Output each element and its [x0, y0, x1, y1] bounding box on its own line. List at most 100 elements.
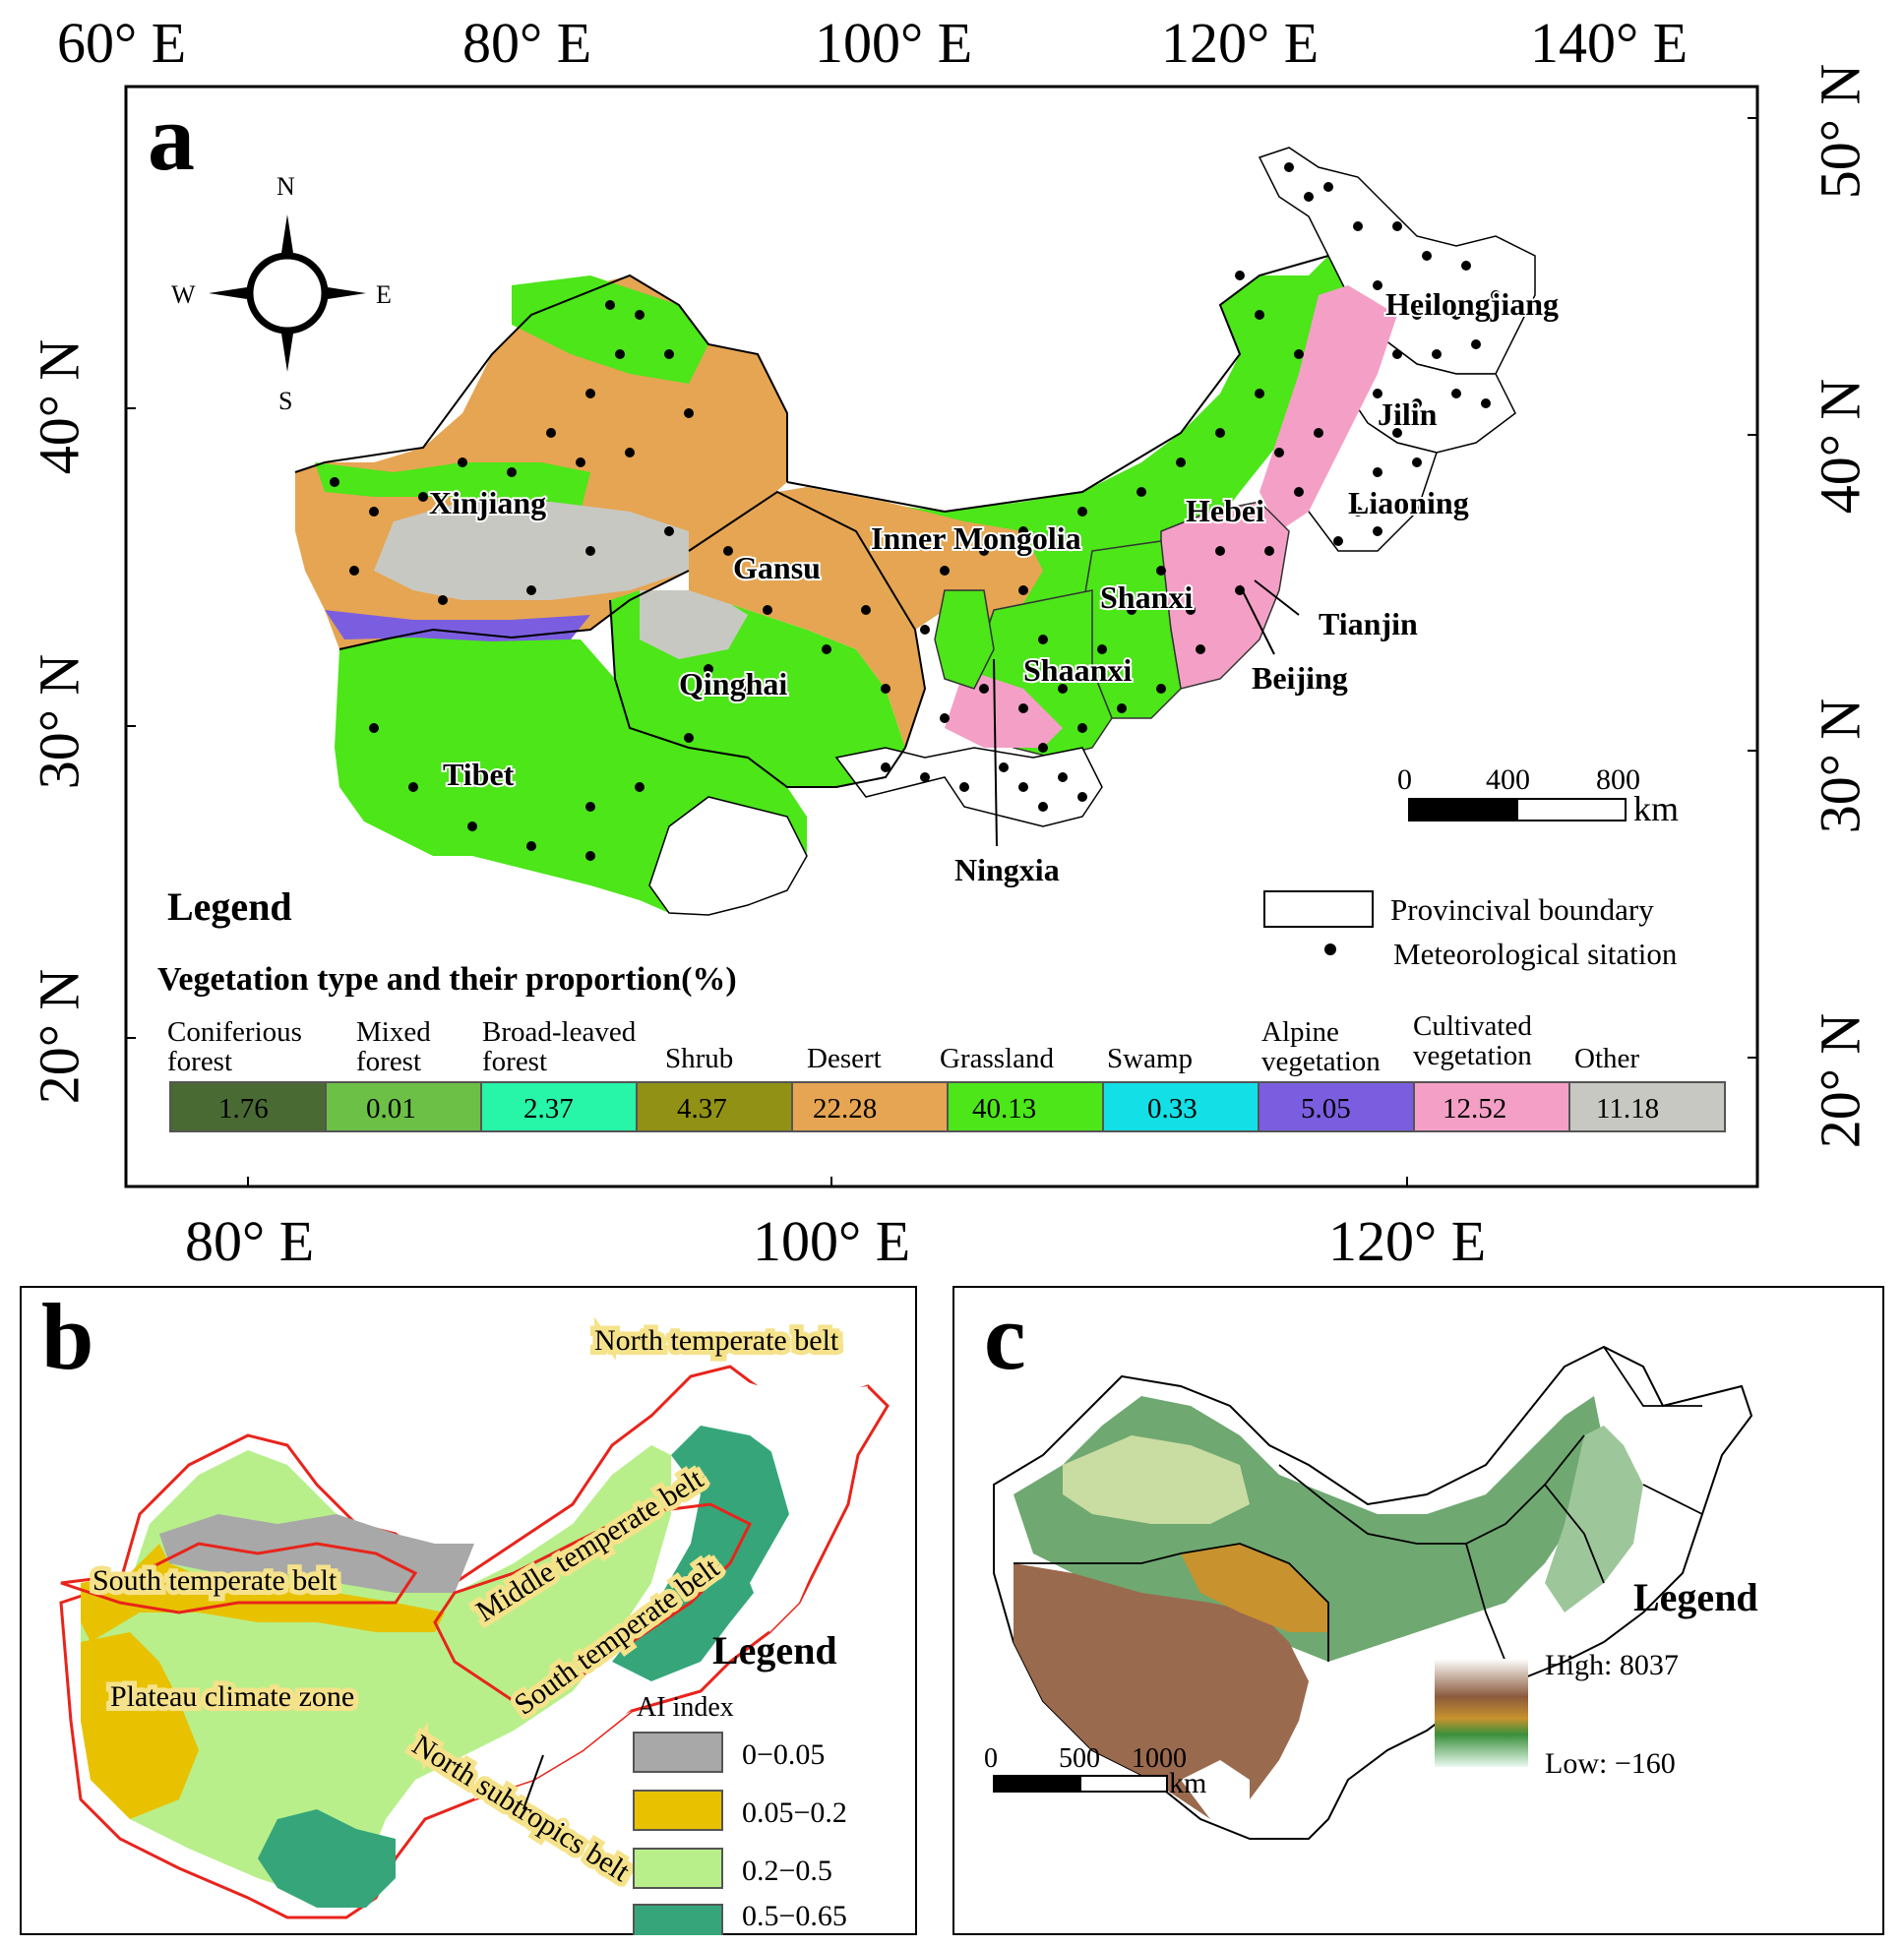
name-line1: Alpine — [1261, 1016, 1339, 1048]
ai-swatch — [633, 1732, 723, 1773]
value-swamp: 0.33 — [1147, 1093, 1198, 1125]
label-shanxi: Shanxi — [1100, 579, 1193, 615]
south-temperate-east-outline — [433, 1502, 753, 1703]
terrain-tibet — [1013, 1563, 1309, 1819]
ai-zone-gray — [159, 1514, 474, 1593]
label-qinghai: Qinghai — [679, 666, 787, 701]
ai-label: 0−0.05 — [742, 1738, 825, 1771]
legend-boundary-label: Provincival boundary — [1390, 892, 1654, 927]
panel-a-letter: a — [148, 85, 195, 190]
ai-zone-dark-green-2 — [258, 1809, 396, 1908]
boundary-china-north — [294, 274, 788, 482]
top-axis-label: 60° E — [57, 11, 187, 75]
scale-tick: 800 — [1596, 763, 1640, 796]
compass-e: E — [376, 280, 392, 309]
ai-label: 0.5−0.65 — [742, 1900, 847, 1932]
name-line2: forest — [482, 1046, 547, 1077]
value-cultivated: 12.52 — [1443, 1093, 1506, 1125]
scale-bar-c-black — [993, 1775, 1081, 1793]
ai-label: 0.05−0.2 — [742, 1796, 847, 1829]
label-jilin: Jilin — [1378, 396, 1438, 432]
zone-label-south-temperate-west: South temperate belt — [92, 1564, 338, 1597]
scale-tick: 0 — [984, 1743, 998, 1774]
label-hebei: Hebei — [1186, 493, 1264, 528]
swatch-alpine — [1258, 1081, 1415, 1132]
label-liaoning: Liaoning — [1348, 485, 1469, 520]
xinjiang-alpine — [325, 610, 590, 641]
boundary-qinghai — [609, 599, 906, 788]
xinjiang-grass-band — [315, 462, 590, 512]
ai-swatch — [633, 1848, 723, 1889]
vegetation-title: Vegetation type and their proportion(%) — [157, 961, 737, 998]
name-line1: Cultivated — [1413, 1010, 1532, 1042]
boundary-xinjiang-tibet — [338, 570, 690, 650]
station-dots — [330, 162, 1501, 861]
value-broad-leaved: 2.37 — [523, 1093, 574, 1125]
compass-s: S — [278, 387, 292, 415]
xinjiang-desert-basin — [374, 502, 689, 600]
elevation-ramp — [1435, 1659, 1528, 1767]
value-mixed: 0.01 — [366, 1093, 416, 1125]
name-line2: Desert — [807, 1043, 882, 1074]
swatch-broad-leaved — [480, 1081, 638, 1132]
scale-unit: km — [1633, 789, 1679, 828]
name-line2: vegetation — [1413, 1040, 1532, 1071]
panel-c-map: Legend High: 8037 Low: −160 0 500 1000 k… — [984, 1345, 1758, 1840]
region-ningxia — [934, 589, 995, 690]
legend-boundary-swatch — [1263, 890, 1374, 928]
region-gansu — [689, 487, 925, 748]
name-line1: Broad-leaved — [482, 1016, 637, 1048]
ai-zone-yellow-2 — [81, 1632, 199, 1819]
panel-b: North temperate belt South temperate bel… — [20, 1284, 917, 1935]
name-line1: Mixed — [356, 1016, 431, 1048]
value-grassland: 40.13 — [972, 1093, 1036, 1125]
terrain-basin — [1063, 1435, 1250, 1524]
zone-label-plateau: Plateau climate zone — [110, 1680, 354, 1713]
scale-tick: 1000 — [1132, 1743, 1187, 1774]
bottom-axis-label: 80° E — [185, 1209, 315, 1273]
legend-title-c: Legend — [1633, 1575, 1758, 1619]
name-line2: forest — [356, 1046, 421, 1077]
value-alpine: 5.05 — [1301, 1093, 1351, 1125]
legend-title-b: Legend — [712, 1628, 837, 1673]
label-shaanxi: Shaanxi — [1023, 652, 1132, 688]
swatch-coniferous — [169, 1081, 327, 1132]
compass-w: W — [171, 280, 196, 309]
legend-station-dot — [1324, 943, 1336, 955]
name-line2: Other — [1574, 1043, 1639, 1074]
zone-label-north-temperate: North temperate belt — [594, 1324, 839, 1357]
unmapped-south — [474, 1711, 632, 1799]
boundary-gansu — [688, 490, 927, 749]
region-sichuan-west — [648, 796, 808, 916]
label-ningxia: Ningxia — [954, 852, 1060, 887]
swatch-mixed — [325, 1081, 482, 1132]
label-gansu: Gansu — [733, 550, 821, 585]
ne-cultivated — [1259, 285, 1397, 531]
top-axis-label: 120° E — [1161, 11, 1320, 75]
top-axis-label: 140° E — [1530, 11, 1689, 75]
label-inner-mongolia: Inner Mongolia — [871, 520, 1081, 556]
swatch-cultivated — [1413, 1081, 1570, 1132]
vegetation-bar: 1.76 0.01 2.37 4.37 22.28 40.13 0.33 5.0… — [167, 1010, 1726, 1132]
tianjin-leader — [1254, 579, 1300, 616]
ai-zone-dark-green — [612, 1426, 799, 1681]
south-temperate-west-outline — [60, 1542, 418, 1614]
swatch-other — [1568, 1081, 1726, 1132]
name-line1: Coniferious — [167, 1016, 302, 1048]
qinghai-desert — [640, 590, 748, 659]
ai-label: 0.2−0.5 — [742, 1855, 832, 1887]
unmapped-ne — [730, 1376, 868, 1632]
scale-tick: 500 — [1059, 1743, 1100, 1774]
ai-zone-yellow — [81, 1544, 445, 1642]
top-axis-label: 80° E — [462, 11, 592, 75]
ai-swatch — [633, 1904, 723, 1935]
panel-a: 60° E 80° E 100° E 120° E 140° E 40° N 3… — [28, 11, 1873, 1273]
name-line2: Shrub — [665, 1043, 733, 1074]
boundary-inner-mongolia — [786, 255, 1329, 514]
legend-station-label: Meteorological sitation — [1393, 937, 1678, 971]
compass-n: N — [276, 172, 295, 201]
label-tianjin: Tianjin — [1319, 606, 1418, 641]
panel-b-letter: b — [41, 1284, 94, 1389]
label-beijing: Beijing — [1252, 660, 1348, 696]
panel-c: Legend High: 8037 Low: −160 0 500 1000 k… — [952, 1284, 1884, 1935]
